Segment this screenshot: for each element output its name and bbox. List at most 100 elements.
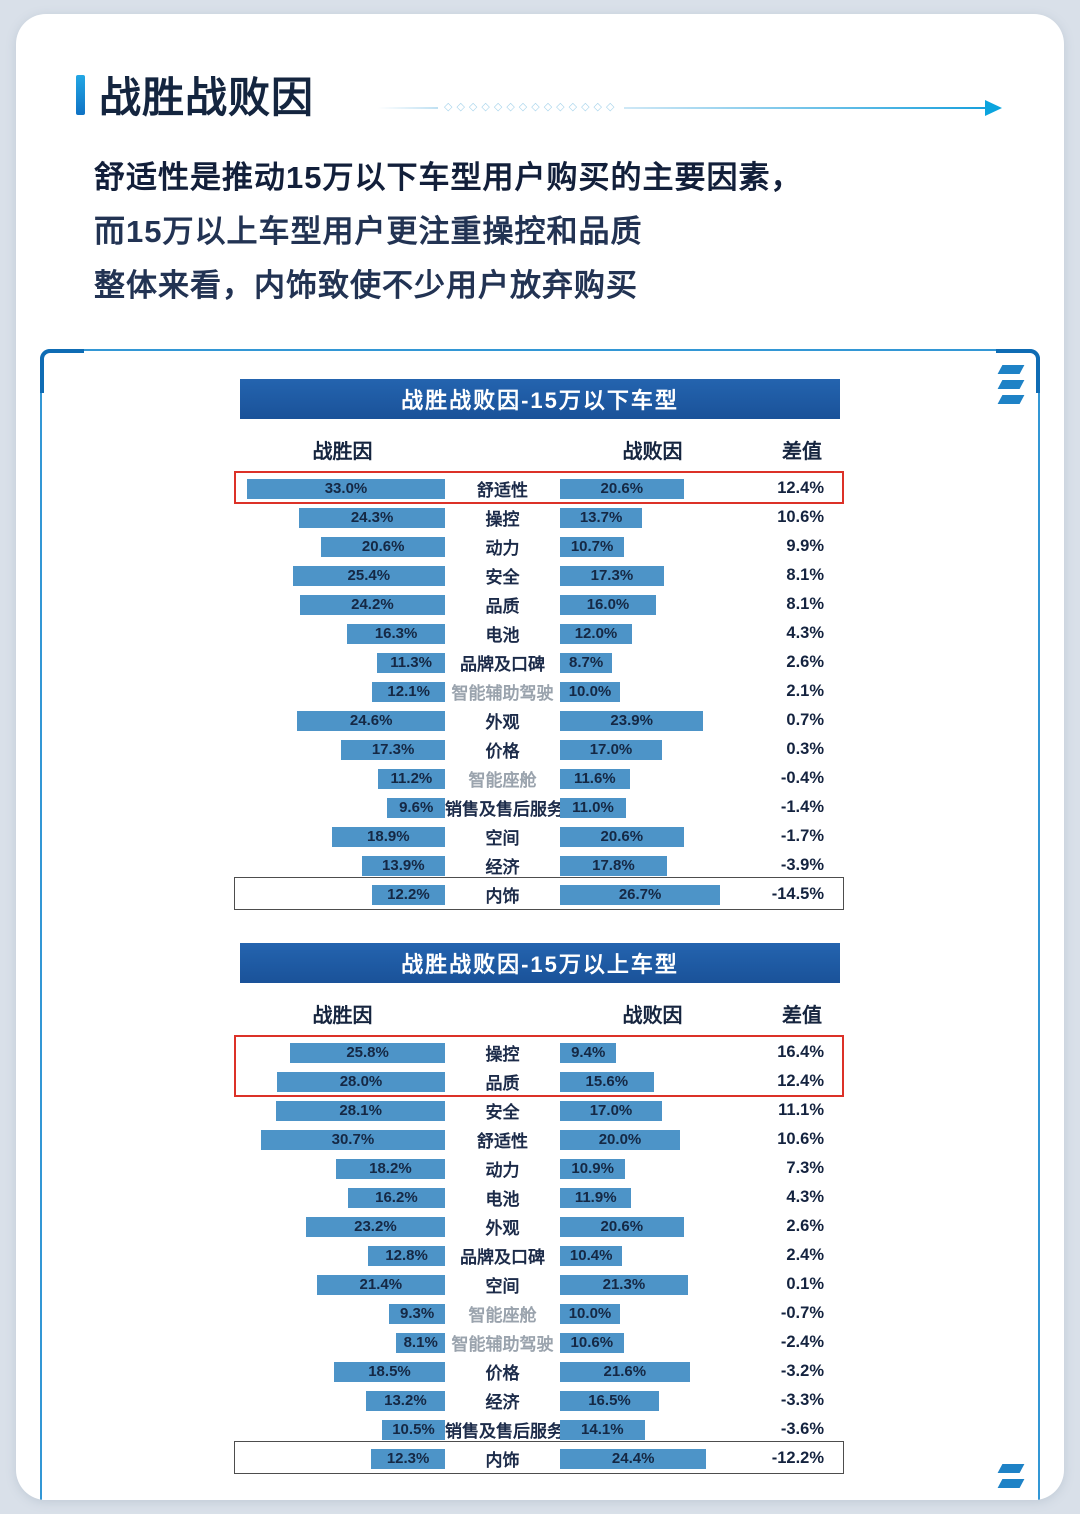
chart-row: 33.0% 舒适性 20.6% 12.4%: [240, 474, 840, 503]
lose-bar-cell: 16.0%: [560, 594, 745, 615]
lose-bar: 13.7%: [560, 507, 643, 528]
category-label: 安全: [485, 1103, 520, 1122]
category-label: 价格: [485, 742, 520, 761]
win-bar-cell: 20.6%: [240, 536, 445, 557]
win-bar: 18.5%: [334, 1361, 445, 1382]
win-value: 18.5%: [368, 1363, 411, 1380]
category-label: 操控: [485, 1045, 520, 1064]
win-bar: 13.2%: [365, 1390, 445, 1411]
lose-value: 16.5%: [588, 1392, 631, 1409]
win-value: 24.6%: [349, 712, 393, 729]
win-bar: 16.3%: [347, 623, 445, 644]
diff-value: -3.9%: [780, 856, 824, 874]
win-bar-cell: 12.2%: [240, 884, 445, 905]
lose-bar-cell: 10.6%: [560, 1332, 745, 1353]
lose-bar: 20.6%: [560, 826, 684, 847]
diff-value: 0.1%: [786, 1275, 824, 1293]
win-bar: 9.6%: [387, 797, 445, 818]
win-value: 30.7%: [331, 1131, 375, 1148]
chart-row: 12.8% 品牌及口碑 10.4% 2.4%: [240, 1241, 840, 1270]
category-label: 智能辅助驾驶: [451, 1335, 554, 1354]
category-label: 舒适性: [477, 1132, 528, 1151]
chart-panel-frame: 战胜战败因-15万以下车型 战胜因 战败因 差值 33.0% 舒适性 20.6% 12…: [40, 349, 1040, 1500]
lose-bar-cell: 16.5%: [560, 1390, 745, 1411]
decorative-arrow-line: ◇◇◇◇◇◇◇◇◇◇◇◇◇◇: [378, 99, 1002, 116]
category-label: 经济: [485, 1393, 520, 1412]
chart-row: 28.0% 品质 15.6% 12.4%: [240, 1067, 840, 1096]
lose-value: 24.4%: [611, 1450, 655, 1467]
win-bar: 11.3%: [377, 652, 445, 673]
chart-title-bar: 战胜战败因-15万以下车型: [240, 379, 840, 419]
win-bar-cell: 24.3%: [240, 507, 445, 528]
category-label: 品牌及口碑: [460, 1248, 545, 1267]
column-header-win: 战胜因: [312, 441, 373, 463]
win-value: 20.6%: [361, 538, 405, 555]
column-header-win: 战胜因: [312, 1005, 373, 1027]
lose-bar-cell: 13.7%: [560, 507, 745, 528]
win-bar: 16.2%: [347, 1187, 445, 1208]
chart-rows: 25.8% 操控 9.4% 16.4% 28.0% 品质 15.6% 12.4% 28.1% 安全…: [234, 1035, 844, 1474]
diff-value: 11.1%: [778, 1101, 824, 1119]
win-bar: 17.3%: [341, 739, 445, 760]
win-value: 11.2%: [390, 770, 433, 787]
lose-bar: 10.9%: [560, 1158, 626, 1179]
chart-row: 17.3% 价格 17.0% 0.3%: [240, 735, 840, 764]
win-value: 12.3%: [386, 1450, 430, 1467]
diff-value: 16.4%: [777, 1043, 824, 1061]
win-bar-cell: 11.2%: [240, 768, 445, 789]
win-bar: 24.2%: [299, 594, 445, 615]
win-value: 16.3%: [374, 625, 418, 642]
win-bar-cell: 12.3%: [240, 1448, 445, 1469]
win-value: 33.0%: [324, 480, 368, 497]
win-bar: 12.1%: [372, 681, 445, 702]
lose-bar-cell: 17.8%: [560, 855, 745, 876]
lose-bar-cell: 9.4%: [560, 1042, 745, 1063]
diff-value: -1.7%: [780, 827, 824, 845]
win-bar-cell: 18.5%: [240, 1361, 445, 1382]
lose-bar-cell: 11.6%: [560, 768, 745, 789]
chart-row: 24.2% 品质 16.0% 8.1%: [240, 590, 840, 619]
win-value: 12.8%: [385, 1247, 428, 1264]
win-bar: 18.9%: [331, 826, 445, 847]
win-bar-cell: 28.1%: [240, 1100, 445, 1121]
lose-bar: 10.6%: [560, 1332, 624, 1353]
decorative-line: [624, 106, 985, 109]
diff-value: -1.4%: [780, 798, 824, 816]
column-header-lose: 战败因: [622, 441, 683, 463]
lose-value: 20.6%: [600, 828, 644, 845]
lose-bar: 10.0%: [560, 1303, 620, 1324]
lose-bar: 17.0%: [560, 1100, 662, 1121]
win-bar: 12.2%: [371, 884, 445, 905]
diff-value: 10.6%: [777, 508, 824, 526]
lose-value: 11.0%: [572, 799, 614, 816]
win-bar-cell: 12.8%: [240, 1245, 445, 1266]
win-bar: 23.2%: [305, 1216, 445, 1237]
infographic-card: 战胜战败因 ◇◇◇◇◇◇◇◇◇◇◇◇◇◇ 舒适性是推动15万以下车型用户购买的主…: [16, 14, 1064, 1500]
lose-bar-cell: 21.3%: [560, 1274, 745, 1295]
chart-row: 18.9% 空间 20.6% -1.7%: [240, 822, 840, 851]
page-title: 战胜战败因: [99, 74, 315, 121]
frame-corner-top-right: [996, 349, 1040, 393]
win-bar: 24.6%: [297, 710, 445, 731]
win-value: 24.3%: [350, 509, 394, 526]
column-header-lose: 战败因: [622, 1005, 683, 1027]
lose-value: 10.4%: [569, 1247, 613, 1264]
chart-row: 16.2% 电池 11.9% 4.3%: [240, 1183, 840, 1212]
win-value: 25.4%: [347, 567, 391, 584]
subtitle-block: 舒适性是推动15万以下车型用户购买的主要因素， 而15万以上车型用户更注重操控和…: [94, 151, 1004, 313]
lose-bar-cell: 10.0%: [560, 1303, 745, 1324]
lose-value: 10.0%: [568, 1305, 612, 1322]
win-value: 13.2%: [384, 1392, 427, 1409]
win-bar-cell: 16.3%: [240, 623, 445, 644]
win-value: 25.8%: [346, 1044, 389, 1061]
lose-value: 20.0%: [598, 1131, 642, 1148]
win-bar-cell: 16.2%: [240, 1187, 445, 1208]
chart-rows: 33.0% 舒适性 20.6% 12.4% 24.3% 操控 13.7% 10.6% 20.6%…: [234, 471, 844, 910]
chart-row: 12.1% 智能辅助驾驶 10.0% 2.1%: [240, 677, 840, 706]
chart-row: 11.3% 品牌及口碑 8.7% 2.6%: [240, 648, 840, 677]
win-value: 12.1%: [387, 683, 430, 700]
lose-value: 21.6%: [603, 1363, 647, 1380]
chart-row: 13.2% 经济 16.5% -3.3%: [240, 1386, 840, 1415]
diamond-dots: ◇◇◇◇◇◇◇◇◇◇◇◇◇◇: [444, 101, 619, 113]
diff-value: -0.4%: [780, 769, 824, 787]
